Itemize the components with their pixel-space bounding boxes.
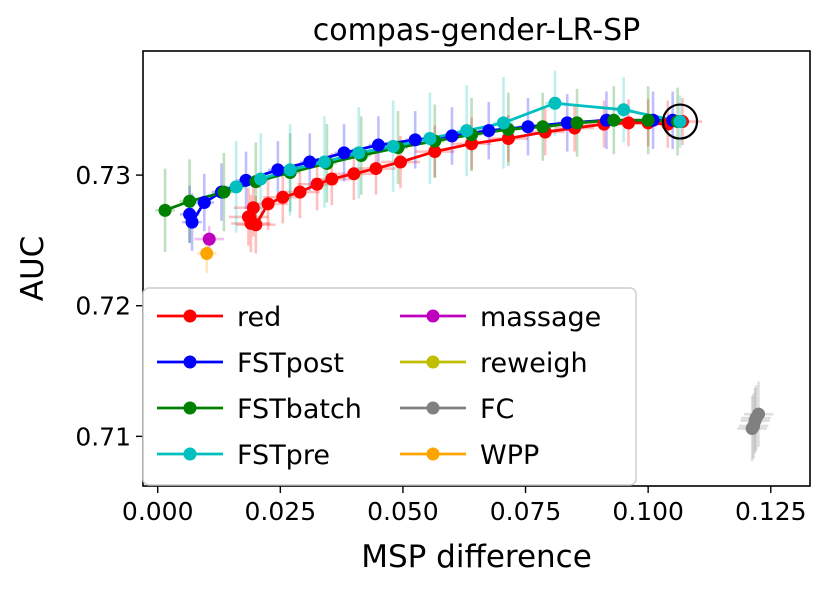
data-point-FSTpre — [283, 163, 297, 177]
data-point-red — [310, 177, 324, 191]
data-point-red — [428, 145, 442, 159]
x-tick-label: 0.000 — [122, 497, 194, 526]
data-point-FSTbatch — [536, 120, 550, 134]
series-markers — [158, 96, 766, 436]
data-point-red — [347, 167, 361, 181]
legend-label: FC — [480, 394, 514, 425]
legend-label: massage — [480, 302, 601, 333]
data-point-FSTbatch — [183, 194, 197, 208]
legend-label: WPP — [480, 440, 539, 471]
legend-entry-FC: FC — [400, 394, 514, 425]
data-point-WPP — [200, 246, 214, 260]
data-point-FC — [749, 411, 763, 425]
data-point-massage — [202, 232, 216, 246]
y-axis-ticks: 0.71 0.72 0.73 — [75, 161, 143, 451]
data-point-FSTpost — [303, 155, 317, 169]
data-point-red — [249, 218, 263, 232]
legend-label: red — [237, 302, 281, 333]
legend-marker — [183, 355, 197, 369]
legend-entry-FSTpost: FSTpost — [157, 348, 344, 379]
highlight-layer — [661, 103, 699, 140]
data-point-FSTpost — [408, 133, 422, 147]
legend-label: reweigh — [480, 348, 588, 379]
legend-label: FSTbatch — [237, 394, 362, 425]
data-point-FSTpost — [239, 173, 253, 187]
data-point-red — [325, 172, 339, 186]
legend-marker — [426, 355, 440, 369]
legend-entry-massage: massage — [400, 302, 601, 333]
data-point-FSTpre — [386, 139, 400, 153]
legend-label: FSTpost — [237, 348, 344, 379]
plot-frame — [142, 50, 811, 487]
data-point-red — [465, 137, 479, 151]
data-point-red — [501, 132, 515, 146]
legend-marker — [183, 401, 197, 415]
x-tick-label: 0.100 — [612, 497, 684, 526]
data-point-FSTpost — [197, 196, 211, 210]
data-point-red — [293, 185, 307, 199]
data-point-FSTpre — [617, 103, 631, 117]
data-point-FSTpre — [352, 146, 366, 160]
data-point-FSTpre — [229, 180, 243, 194]
data-point-FSTbatch — [641, 113, 655, 127]
x-tick-label: 0.075 — [490, 497, 562, 526]
series-line-FSTbatch — [164, 118, 678, 212]
legend-marker — [183, 447, 197, 461]
data-point-FC — [745, 422, 759, 436]
x-axis-ticks: 0.000 0.025 0.050 0.075 0.100 0.125 — [122, 486, 807, 526]
legend-entry-reweigh: reweigh — [400, 348, 588, 379]
data-point-FSTpost — [337, 146, 351, 160]
data-point-FSTbatch — [158, 203, 172, 217]
legend-marker — [183, 309, 197, 323]
data-point-FSTpost — [371, 138, 385, 152]
data-point-red — [393, 155, 407, 169]
legend-entry-WPP: WPP — [400, 440, 539, 471]
x-tick-label: 0.025 — [245, 497, 317, 526]
y-tick-label: 0.72 — [75, 292, 131, 321]
data-point-FSTbatch — [607, 113, 621, 127]
data-point-red — [276, 190, 290, 204]
data-point-red — [261, 197, 275, 211]
data-point-red — [369, 162, 383, 176]
data-point-FSTpre — [423, 132, 437, 146]
x-tick-label: 0.125 — [735, 497, 807, 526]
data-point-FSTpre — [548, 96, 562, 110]
legend-marker — [426, 447, 440, 461]
highlight-circle — [661, 103, 699, 140]
chart-title: compas-gender-LR-SP — [313, 13, 641, 48]
y-tick-label: 0.73 — [75, 161, 131, 190]
data-point-FSTpost — [183, 207, 197, 221]
y-tick-label: 0.71 — [75, 422, 131, 451]
data-point-FSTpre — [673, 115, 687, 129]
y-axis-label: AUC — [15, 236, 51, 302]
legend-entry-red: red — [157, 302, 281, 333]
legend-marker — [426, 401, 440, 415]
legend-marker — [426, 309, 440, 323]
x-tick-label: 0.050 — [367, 497, 439, 526]
legend-box — [142, 287, 637, 486]
data-point-FSTpost — [560, 116, 574, 130]
data-point-red — [246, 201, 260, 215]
legend-label: FSTpre — [237, 440, 330, 471]
legend: red FSTpost FSTbatch FSTpre massage reweigh FC… — [142, 287, 637, 486]
data-point-FSTpre — [254, 172, 268, 186]
data-point-FSTpost — [445, 129, 459, 143]
data-point-red — [622, 116, 636, 130]
data-point-FSTpre — [460, 124, 474, 138]
x-axis-label: MSP difference — [361, 539, 592, 575]
legend-entry-FSTpre: FSTpre — [157, 440, 330, 471]
data-point-FSTbatch — [570, 116, 584, 130]
data-point-FSTpost — [482, 124, 496, 138]
data-point-FSTbatch — [217, 185, 231, 199]
data-point-FSTpre — [496, 116, 510, 130]
legend-entry-FSTbatch: FSTbatch — [157, 394, 362, 425]
data-point-FSTpre — [317, 155, 331, 169]
data-point-FSTpost — [521, 120, 535, 134]
data-point-FSTpost — [271, 163, 285, 177]
